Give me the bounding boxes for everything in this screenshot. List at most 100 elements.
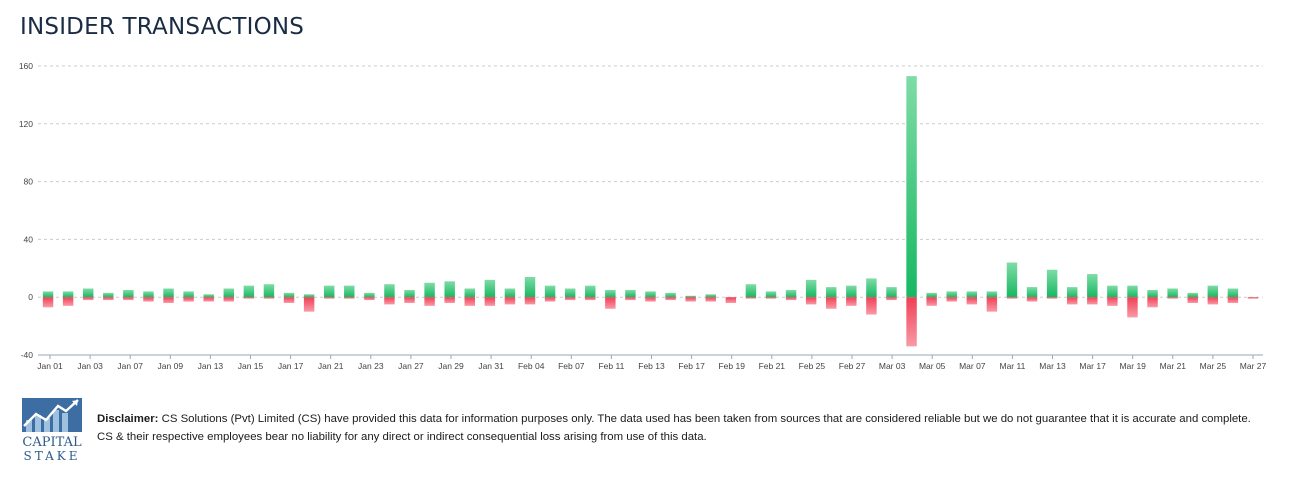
- bar-positive: [1187, 292, 1198, 298]
- bar-positive: [344, 285, 355, 298]
- x-tick-label: Jan 21: [318, 361, 344, 371]
- bar-positive: [444, 281, 455, 298]
- bar-negative: [564, 297, 576, 301]
- bar-negative: [484, 297, 496, 306]
- y-tick-label: 80: [24, 177, 34, 187]
- bar-positive: [1026, 287, 1038, 298]
- bar-positive: [585, 285, 596, 298]
- bar-negative: [384, 297, 395, 305]
- x-tick-label: Mar 19: [1119, 361, 1146, 371]
- x-tick-label: Jan 09: [158, 361, 184, 371]
- bar-negative: [183, 297, 194, 302]
- bar-positive: [524, 276, 536, 298]
- bar-positive: [906, 76, 917, 298]
- bar-negative: [404, 297, 415, 303]
- x-tick-label: Jan 13: [198, 361, 224, 371]
- bar-positive: [404, 289, 415, 298]
- bar-negative: [444, 297, 455, 303]
- bar-negative: [1046, 297, 1058, 299]
- x-axis-ticks: Jan 01 Jan 03 Jan 07 Jan 09 Jan 13 Jan 15 Jan …: [37, 355, 1266, 371]
- bar-positive: [785, 289, 797, 298]
- bar-negative: [303, 297, 315, 312]
- bar-negative: [243, 297, 255, 299]
- x-tick-label: Mar 21: [1160, 361, 1187, 371]
- bar-negative: [1067, 297, 1078, 305]
- bar-positive: [283, 292, 295, 298]
- bar-positive: [62, 291, 74, 298]
- x-tick-label: Mar 11: [999, 361, 1025, 371]
- bar-negative: [504, 297, 516, 305]
- bar-positive: [1067, 287, 1078, 298]
- bar-negative: [1127, 297, 1138, 318]
- bar-negative: [1087, 297, 1098, 305]
- bar-negative: [1247, 297, 1259, 299]
- bar-negative: [263, 297, 275, 299]
- bars: [42, 76, 1259, 347]
- bar-positive: [1107, 285, 1118, 298]
- bar-positive: [203, 294, 214, 298]
- bar-positive: [705, 294, 716, 298]
- bar-positive: [846, 285, 857, 298]
- x-tick-label: Mar 25: [1200, 361, 1227, 371]
- bar-negative: [143, 297, 154, 302]
- bar-negative: [946, 297, 957, 302]
- bar-positive: [424, 282, 435, 298]
- bar-negative: [826, 297, 837, 309]
- x-tick-label: Mar 13: [1039, 361, 1066, 371]
- y-axis-ticks: -40 0 40 80 120 160: [19, 61, 33, 360]
- x-tick-label: Jan 31: [478, 361, 504, 371]
- x-tick-label: Feb 21: [759, 361, 786, 371]
- bar-positive: [143, 291, 154, 298]
- x-tick-label: Feb 04: [518, 361, 545, 371]
- bar-negative: [785, 297, 797, 301]
- bar-positive: [303, 294, 315, 298]
- bar-negative: [203, 297, 214, 302]
- bar-negative: [62, 297, 74, 306]
- bar-negative: [283, 297, 295, 303]
- footer: CAPITAL STAKE Disclaimer: CS Solutions (…: [20, 398, 1270, 464]
- bar-negative: [424, 297, 435, 306]
- bar-negative: [544, 297, 556, 302]
- bar-negative: [323, 297, 335, 299]
- bar-positive: [243, 285, 255, 298]
- disclaimer-label: Disclaimer:: [97, 413, 159, 425]
- bar-positive: [223, 288, 234, 298]
- x-tick-label: Mar 07: [959, 361, 986, 371]
- x-tick-label: Feb 13: [638, 361, 665, 371]
- bar-negative: [123, 297, 134, 301]
- bar-positive: [946, 291, 957, 298]
- bar-positive: [1127, 285, 1138, 298]
- bar-positive: [826, 287, 837, 298]
- x-tick-label: Jan 29: [438, 361, 464, 371]
- bar-positive: [163, 288, 174, 298]
- bar-positive: [805, 279, 817, 298]
- bar-negative: [966, 297, 978, 305]
- y-tick-label: 0: [28, 292, 33, 302]
- page-title: INSIDER TRANSACTIONS: [20, 14, 305, 40]
- bar-negative: [585, 297, 596, 301]
- bar-positive: [665, 292, 676, 298]
- disclaimer-text: CS Solutions (Pvt) Limited (CS) have pro…: [97, 413, 1251, 443]
- bar-positive: [1167, 288, 1178, 298]
- bar-negative: [344, 297, 355, 299]
- bar-negative: [42, 297, 54, 308]
- x-tick-label: Feb 25: [799, 361, 826, 371]
- bar-negative: [103, 297, 114, 301]
- bar-negative: [464, 297, 475, 306]
- bar-negative: [986, 297, 998, 312]
- bar-negative: [1207, 297, 1219, 305]
- disclaimer: Disclaimer: CS Solutions (Pvt) Limited (…: [97, 410, 1267, 446]
- bar-positive: [625, 289, 636, 298]
- bar-positive: [1046, 269, 1058, 298]
- logo-line1: CAPITAL: [22, 435, 82, 450]
- bar-positive: [1227, 288, 1239, 298]
- x-tick-label: Mar 05: [919, 361, 946, 371]
- bar-positive: [605, 289, 616, 298]
- bar-positive: [926, 292, 937, 298]
- bar-positive: [544, 285, 556, 298]
- bar-positive: [323, 285, 335, 298]
- bar-positive: [685, 295, 696, 298]
- x-tick-label: Jan 03: [77, 361, 103, 371]
- bar-negative: [1227, 297, 1239, 303]
- bar-negative: [82, 297, 94, 301]
